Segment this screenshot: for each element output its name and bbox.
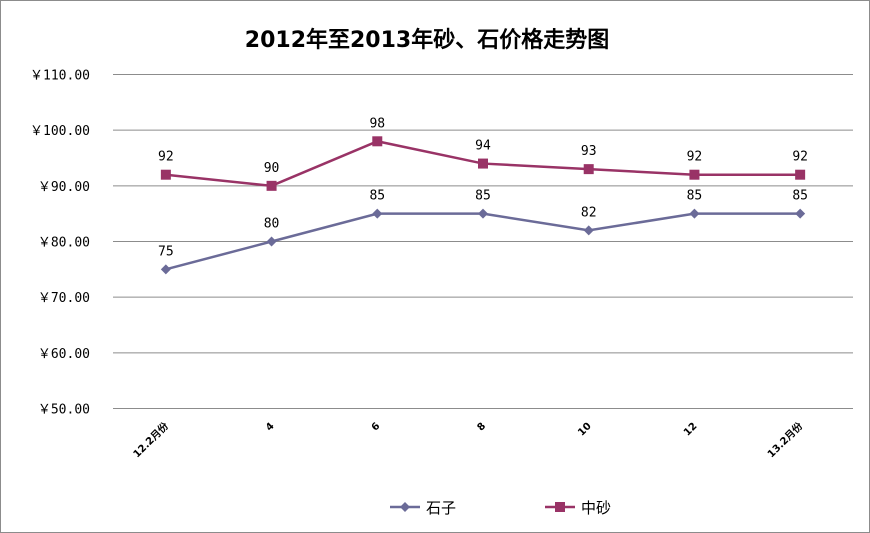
data-label: 98 xyxy=(369,116,385,131)
x-tick-label: 13.2月份 xyxy=(764,419,805,460)
data-point xyxy=(795,208,806,219)
data-point xyxy=(689,169,700,180)
y-tick-label: ￥100.00 xyxy=(30,124,90,139)
data-point xyxy=(583,225,594,236)
legend-label: 中砂 xyxy=(581,499,611,517)
data-point xyxy=(266,236,277,247)
data-label: 93 xyxy=(581,144,597,159)
data-label: 75 xyxy=(158,244,174,259)
data-point xyxy=(795,169,806,180)
x-tick-label: 8 xyxy=(475,421,488,434)
data-label: 82 xyxy=(581,205,597,220)
data-label: 92 xyxy=(687,150,703,165)
data-point xyxy=(372,136,383,147)
data-point xyxy=(160,264,171,275)
y-tick-label: ￥50.00 xyxy=(38,403,90,418)
x-tick-label: 6 xyxy=(370,421,383,434)
y-tick-label: ￥90.00 xyxy=(38,180,90,195)
x-tick-label: 12.2月份 xyxy=(130,419,171,460)
x-tick-label: 10 xyxy=(576,421,594,439)
legend-marker xyxy=(555,502,565,512)
data-label: 85 xyxy=(369,189,385,204)
data-point xyxy=(583,164,594,175)
data-label: 90 xyxy=(264,161,280,176)
data-label: 85 xyxy=(687,189,703,204)
data-labels: 75 80 85 85 82 85 85 92 90 98 94 93 92 92 xyxy=(158,116,808,259)
legend-marker xyxy=(400,502,410,512)
y-tick-label: ￥70.00 xyxy=(38,291,90,306)
gridlines xyxy=(113,74,853,409)
x-tick-label: 12 xyxy=(682,421,700,439)
data-label: 85 xyxy=(475,189,491,204)
data-label: 85 xyxy=(792,189,808,204)
legend-label: 石子 xyxy=(426,499,456,517)
x-axis-ticks: 12.2月份 4 6 8 10 12 13.2月份 xyxy=(130,419,806,460)
data-label: 92 xyxy=(158,150,174,165)
data-point xyxy=(266,180,277,191)
data-point xyxy=(160,169,171,180)
data-point xyxy=(478,158,488,169)
data-label: 80 xyxy=(264,217,280,232)
legend: 石子 中砂 xyxy=(390,499,611,517)
data-label: 94 xyxy=(475,139,491,154)
data-point xyxy=(689,208,700,219)
series-group xyxy=(160,136,806,275)
y-tick-label: ￥60.00 xyxy=(38,347,90,362)
chart-title: 2012年至2013年砂、石价格走势图 xyxy=(244,28,610,53)
y-axis-ticks: ￥50.00 ￥60.00 ￥70.00 ￥80.00 ￥90.00 ￥100.00 ￥11… xyxy=(30,69,90,418)
x-tick-label: 4 xyxy=(264,421,277,434)
y-tick-label: ￥80.00 xyxy=(38,236,90,251)
data-label: 92 xyxy=(792,150,808,165)
y-tick-label: ￥110.00 xyxy=(30,69,90,84)
data-point xyxy=(478,208,488,219)
data-point xyxy=(372,208,383,219)
